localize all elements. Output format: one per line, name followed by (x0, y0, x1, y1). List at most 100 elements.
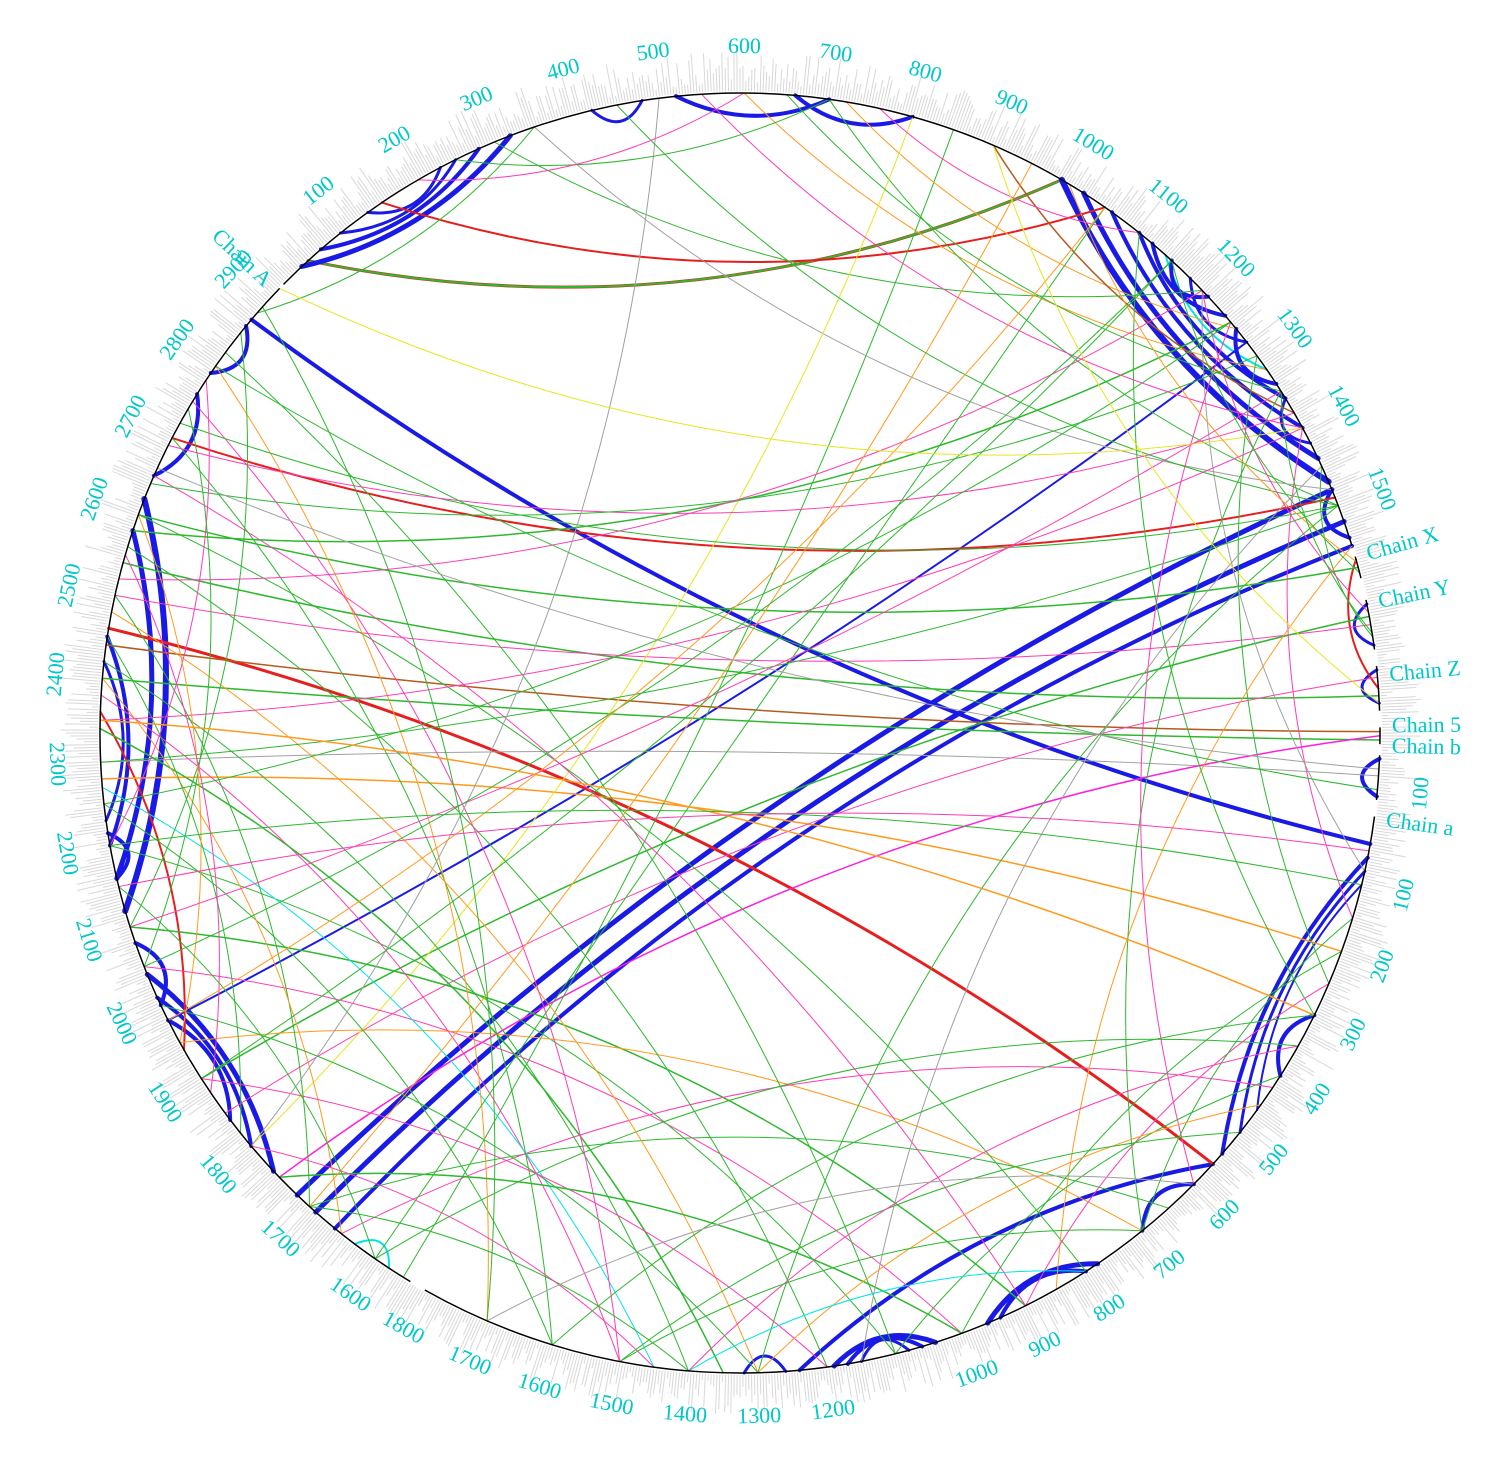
density-bristle (860, 94, 862, 103)
density-bristle (91, 816, 103, 818)
density-bristle (1362, 893, 1368, 895)
density-bristle (188, 1099, 212, 1116)
contact-arc (172, 438, 552, 1345)
density-bristle (949, 93, 961, 126)
density-bristle (103, 611, 110, 612)
density-bristle (1375, 633, 1389, 635)
density-bristle (760, 1375, 761, 1395)
density-bristle (911, 1352, 916, 1372)
density-bristle (1062, 148, 1079, 178)
density-bristle (783, 79, 784, 93)
density-bristle (789, 1373, 791, 1393)
density-bristle (1293, 390, 1320, 406)
density-bristle (226, 338, 231, 342)
density-bristle (151, 456, 159, 460)
density-bristle (1296, 1055, 1302, 1058)
contact-arc (128, 547, 827, 1367)
density-bristle (107, 959, 139, 971)
density-bristle (728, 1375, 729, 1406)
density-bristle (311, 1231, 336, 1262)
density-bristle (572, 101, 575, 113)
density-bristle (95, 637, 105, 639)
density-bristle (1235, 306, 1257, 324)
density-bristle (1379, 796, 1389, 797)
density-bristle (1318, 1012, 1331, 1018)
density-bristle (166, 1057, 186, 1069)
density-bristle (1124, 1247, 1131, 1256)
density-bristle (1247, 335, 1252, 339)
density-bristle (838, 78, 841, 99)
density-bristle (818, 1370, 820, 1386)
density-bristle (769, 76, 770, 92)
density-bristle (941, 113, 944, 123)
density-bristle (1378, 658, 1384, 659)
density-bristle (1263, 1106, 1282, 1119)
tick-label: 100 (1406, 776, 1434, 811)
density-bristle (1047, 1297, 1054, 1311)
density-bristle (286, 241, 304, 261)
density-bristle (209, 1101, 214, 1105)
density-bristle (582, 80, 589, 109)
density-bristle (979, 119, 986, 137)
density-bristle (1173, 242, 1189, 259)
density-bristle (667, 1371, 668, 1379)
density-bristle (308, 206, 333, 237)
density-bristle (342, 200, 356, 219)
density-bristle (772, 59, 774, 92)
contact-arc (110, 810, 1362, 885)
density-bristle (687, 1373, 688, 1382)
density-bristle (698, 1374, 699, 1396)
density-bristle (72, 676, 100, 678)
density-bristle (1147, 1230, 1164, 1250)
density-bristle (725, 1375, 726, 1413)
density-bristle (1277, 1084, 1302, 1100)
density-bristle (304, 248, 311, 256)
density-bristle (76, 796, 102, 799)
density-bristle (342, 1247, 356, 1266)
density-bristle (658, 1370, 660, 1384)
density-bristle (73, 612, 108, 618)
density-bristle (68, 765, 98, 767)
density-bristle (852, 69, 858, 101)
density-bristle (806, 1372, 809, 1403)
density-bristle (415, 142, 431, 170)
density-bristle (626, 1365, 628, 1378)
density-bristle (1115, 1254, 1128, 1272)
density-bristle (101, 547, 124, 554)
density-bristle (1154, 226, 1168, 242)
density-bristle (677, 63, 680, 94)
density-bristle (416, 149, 429, 172)
density-bristle (128, 516, 136, 519)
density-bristle (689, 61, 692, 93)
density-bristle (1044, 1298, 1058, 1323)
density-bristle (204, 368, 210, 372)
density-bristle (352, 1251, 360, 1262)
contact-arc (251, 98, 659, 1146)
density-bristle (1222, 1158, 1232, 1167)
density-bristle (821, 76, 824, 96)
density-bristle (198, 336, 222, 354)
density-bristle (1011, 119, 1026, 151)
density-bristle (106, 576, 117, 579)
tick-label: 1800 (195, 1149, 242, 1199)
density-bristle (681, 1372, 683, 1388)
density-bristle (685, 84, 686, 93)
density-bristle (222, 1124, 231, 1131)
density-bristle (1373, 625, 1384, 627)
density-bristle (754, 1375, 755, 1395)
density-bristle (540, 1345, 547, 1367)
density-bristle (442, 1305, 448, 1317)
density-bristle (1171, 236, 1190, 257)
density-bristle (1358, 907, 1380, 913)
density-bristle (623, 1365, 626, 1380)
density-bristle (702, 84, 703, 92)
density-bristle (423, 145, 436, 168)
density-bristle (311, 1228, 331, 1252)
density-bristle (1378, 802, 1387, 803)
density-bristle (919, 1350, 922, 1359)
density-bristle (760, 56, 761, 92)
density-bristle (1256, 1115, 1287, 1138)
density-bristle (1326, 996, 1332, 999)
density-bristle (210, 1108, 219, 1115)
density-bristle (894, 89, 899, 110)
